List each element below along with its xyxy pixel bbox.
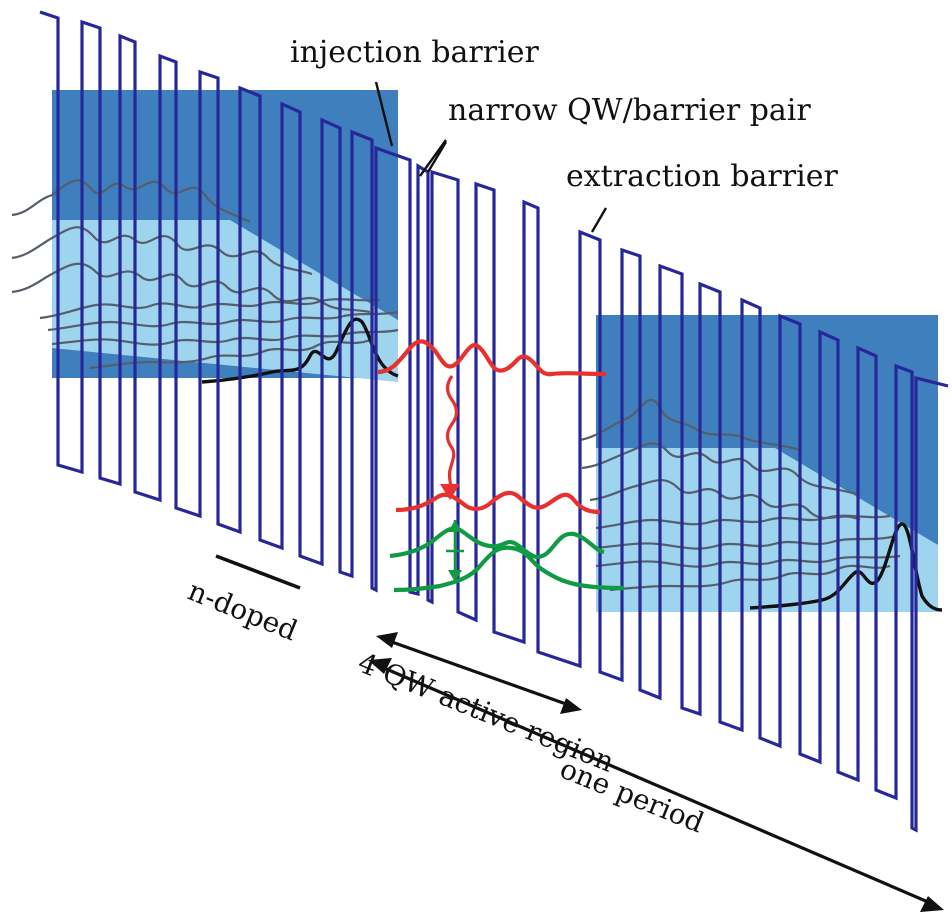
- green-state-2: [393, 545, 625, 593]
- label-one-period: one period: [555, 752, 708, 840]
- wavefunction: [579, 398, 801, 452]
- arrow-head-icon: [376, 632, 398, 648]
- n-doped-line: [215, 554, 301, 590]
- right-ground-state: [749, 522, 943, 612]
- arrow-head-icon: [448, 570, 462, 582]
- photon-squiggle: [445, 375, 459, 491]
- arrow-head-icon: [560, 698, 582, 714]
- one-period-shaft: [383, 666, 929, 904]
- wavefunction: [47, 310, 399, 332]
- wavefunction: [609, 564, 891, 592]
- narrow-pair-leader: [419, 139, 448, 177]
- conduction-band-edge: [39, 10, 949, 833]
- label-narrow-pair: narrow QW/barrier pair: [448, 93, 811, 128]
- green-state-1: [389, 526, 605, 560]
- left-injector-light: [52, 220, 398, 382]
- active-region-arrow: [376, 632, 582, 714]
- depopulation-states: [389, 520, 625, 593]
- wavefunction: [11, 262, 371, 314]
- radiative-transition-arrow: [440, 375, 460, 500]
- label-leaders: [215, 81, 608, 590]
- wavefunction: [581, 442, 857, 496]
- injection-barrier-leader: [374, 81, 394, 147]
- label-n-doped: n-doped: [183, 574, 302, 648]
- wavefunction: [11, 179, 251, 223]
- extraction-barrier-leader: [590, 207, 608, 233]
- wavefunction: [39, 298, 381, 320]
- arrow-head-icon: [920, 896, 944, 912]
- arrow-head-icon: [440, 484, 460, 500]
- left-injector-region: [52, 90, 398, 382]
- one-period-arrow: [368, 658, 944, 912]
- active-region-shaft: [391, 640, 567, 706]
- wavefunction: [595, 534, 897, 550]
- lower-laser-state: [395, 490, 601, 515]
- wavefunction: [595, 554, 901, 568]
- arrow-head-icon: [368, 658, 392, 674]
- upper-laser-state: [377, 339, 607, 377]
- arrow-head-icon: [448, 520, 462, 532]
- label-extraction-barrier: extraction barrier: [566, 159, 838, 194]
- label-injection-barrier: injection barrier: [290, 35, 539, 70]
